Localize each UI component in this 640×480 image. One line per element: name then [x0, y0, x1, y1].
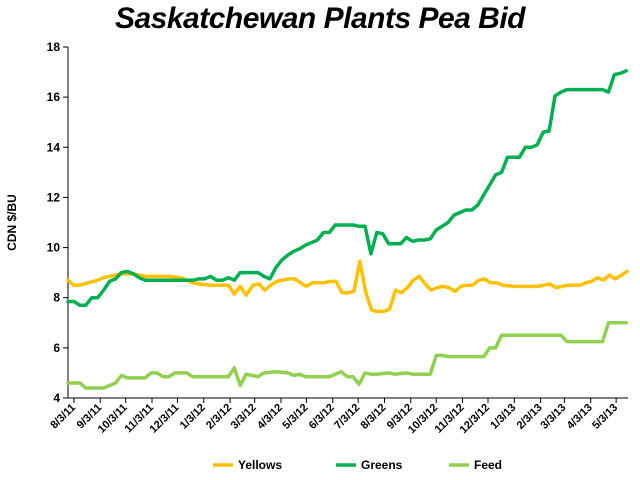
legend-label-feed: Feed	[474, 458, 502, 472]
x-tick-label: 6/3/12	[307, 402, 337, 432]
x-tick-label: 3/3/13	[538, 402, 568, 432]
x-tick-label: 8/3/12	[358, 402, 388, 432]
series-line-greens	[66, 69, 629, 307]
x-tick-label: 2/3/13	[515, 402, 545, 432]
y-tick-label: 12	[47, 190, 61, 204]
legend-label-yellows: Yellows	[238, 458, 282, 472]
series-line-yellows	[66, 259, 629, 314]
x-tick-label: 3/3/12	[229, 402, 259, 432]
series-lines	[66, 69, 629, 390]
y-axis-title: CDN $/BU	[5, 194, 19, 251]
x-tick-label: 4/3/13	[565, 402, 595, 432]
y-tick-label: 16	[47, 90, 61, 104]
x-tick-label: 5/3/12	[280, 402, 310, 432]
x-tick-label: 4/3/12	[255, 402, 285, 432]
x-tick-label: 1/3/12	[178, 402, 208, 432]
x-tick-label: 2/3/12	[204, 402, 234, 432]
y-tick-label: 18	[47, 40, 61, 54]
x-tick-label: 7/3/12	[332, 402, 362, 432]
y-tick-label: 10	[47, 241, 61, 255]
x-tick-label: 1/3/13	[488, 402, 518, 432]
legend: Yellows Greens Feed	[213, 458, 502, 472]
series-line-feed	[66, 321, 629, 390]
y-tick-label: 6	[53, 341, 60, 355]
legend-label-greens: Greens	[361, 458, 403, 472]
y-tick-label: 8	[53, 291, 60, 305]
y-tick-label: 4	[53, 391, 60, 405]
x-tick-label: 8/3/11	[48, 402, 78, 432]
x-tick-label: 5/3/13	[590, 402, 620, 432]
y-tick-label: 14	[47, 140, 61, 154]
chart-title: Saskatchewan Plants Pea Bid	[114, 2, 526, 35]
